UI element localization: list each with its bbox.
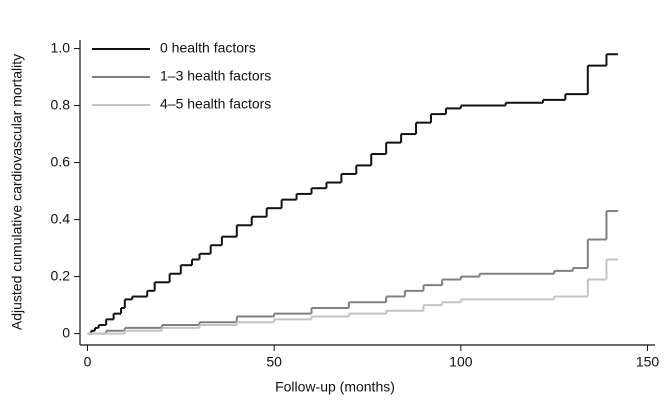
x-tick-label: 100 xyxy=(449,354,473,370)
y-tick-label: 0.6 xyxy=(51,153,71,169)
y-tick-label: 0 xyxy=(62,324,70,340)
x-axis-label: Follow-up (months) xyxy=(275,379,395,395)
y-tick-label: 0.4 xyxy=(51,210,71,226)
legend-label: 1–3 health factors xyxy=(160,68,271,84)
y-axis-label: Adjusted cumulative cardiovascular morta… xyxy=(9,54,25,330)
y-tick-label: 0.8 xyxy=(51,96,71,112)
x-tick-label: 50 xyxy=(266,354,282,370)
legend-label: 4–5 health factors xyxy=(160,96,271,112)
y-tick-label: 1.0 xyxy=(51,39,71,55)
x-tick-label: 0 xyxy=(84,354,92,370)
x-tick-label: 150 xyxy=(636,354,660,370)
legend-label: 0 health factors xyxy=(160,40,256,56)
y-tick-label: 0.2 xyxy=(51,267,71,283)
